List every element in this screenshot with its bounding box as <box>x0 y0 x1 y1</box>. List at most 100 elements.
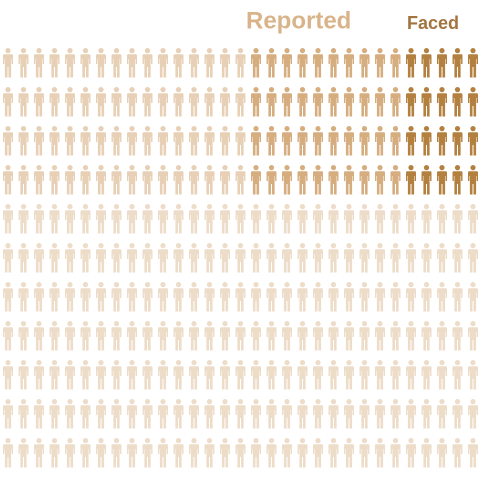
person-icon <box>3 399 13 429</box>
person-icon <box>406 165 416 195</box>
person-icon <box>34 282 44 312</box>
person-icon <box>3 321 13 351</box>
person-icon <box>65 243 75 273</box>
person-icon <box>421 360 432 390</box>
person-icon <box>220 360 230 390</box>
person-icon <box>220 438 230 468</box>
person-icon <box>266 48 277 78</box>
person-icon <box>127 321 137 351</box>
person-icon <box>390 165 401 195</box>
person-icon <box>34 126 44 156</box>
person-icon <box>375 204 385 234</box>
person-icon <box>49 165 60 195</box>
person-icon <box>251 438 261 468</box>
person-icon <box>158 360 168 390</box>
person-icon <box>297 204 308 234</box>
person-icon <box>390 243 401 273</box>
person-icon <box>344 438 354 468</box>
person-icon <box>390 399 401 429</box>
person-icon <box>189 165 199 195</box>
person-icon <box>189 360 199 390</box>
person-icon <box>328 87 339 117</box>
person-icon <box>220 87 230 117</box>
person-icon <box>34 165 44 195</box>
person-icon <box>142 321 153 351</box>
person-icon <box>65 321 75 351</box>
person-icon <box>142 438 153 468</box>
person-icon <box>390 360 401 390</box>
person-icon <box>235 438 246 468</box>
person-icon <box>297 321 308 351</box>
person-icon <box>406 399 416 429</box>
person-icon <box>282 321 292 351</box>
person-icon <box>390 204 401 234</box>
faced-label: Faced <box>407 13 459 33</box>
person-icon <box>96 438 106 468</box>
person-icon <box>96 321 106 351</box>
person-icon <box>96 204 106 234</box>
person-icon <box>111 438 122 468</box>
person-icon <box>189 126 199 156</box>
person-icon <box>251 360 261 390</box>
person-icon <box>359 243 370 273</box>
person-icon <box>49 321 60 351</box>
person-icon <box>359 48 370 78</box>
person-icon <box>328 48 339 78</box>
person-icon <box>468 87 478 117</box>
person-icon <box>437 438 447 468</box>
person-icon <box>235 282 246 312</box>
person-icon <box>142 165 153 195</box>
person-icon <box>452 126 463 156</box>
person-icon <box>96 48 106 78</box>
person-icon <box>235 48 246 78</box>
person-icon <box>251 321 261 351</box>
person-icon <box>266 126 277 156</box>
person-icon <box>359 438 370 468</box>
person-icon <box>313 243 323 273</box>
person-icon <box>437 321 447 351</box>
person-icon <box>468 165 478 195</box>
person-icon <box>142 282 153 312</box>
icon-grid <box>3 48 478 468</box>
person-icon <box>158 243 168 273</box>
person-icon <box>452 282 463 312</box>
person-icon <box>452 438 463 468</box>
person-icon <box>282 126 292 156</box>
person-icon <box>204 87 215 117</box>
person-icon <box>111 321 122 351</box>
person-icon <box>235 204 246 234</box>
person-icon <box>49 126 60 156</box>
reported-label: Reported <box>246 7 351 34</box>
person-icon <box>375 165 385 195</box>
person-icon <box>18 360 29 390</box>
person-icon <box>313 438 323 468</box>
person-icon <box>80 243 91 273</box>
person-icon <box>49 87 60 117</box>
person-icon <box>80 321 91 351</box>
person-icon <box>468 48 478 78</box>
person-icon <box>220 126 230 156</box>
person-icon <box>127 126 137 156</box>
person-icon <box>328 438 339 468</box>
person-icon <box>251 48 261 78</box>
person-icon <box>80 360 91 390</box>
person-icon <box>468 399 478 429</box>
person-icon <box>173 87 184 117</box>
person-icon <box>65 282 75 312</box>
person-icon <box>406 204 416 234</box>
person-icon <box>189 48 199 78</box>
person-icon <box>127 282 137 312</box>
person-icon <box>251 204 261 234</box>
person-icon <box>158 87 168 117</box>
person-icon <box>220 399 230 429</box>
person-icon <box>220 165 230 195</box>
person-icon <box>297 360 308 390</box>
person-icon <box>344 360 354 390</box>
person-icon <box>18 165 29 195</box>
person-icon <box>34 399 44 429</box>
person-icon <box>375 126 385 156</box>
person-icon <box>452 204 463 234</box>
person-icon <box>127 48 137 78</box>
person-icon <box>452 48 463 78</box>
person-icon <box>3 243 13 273</box>
